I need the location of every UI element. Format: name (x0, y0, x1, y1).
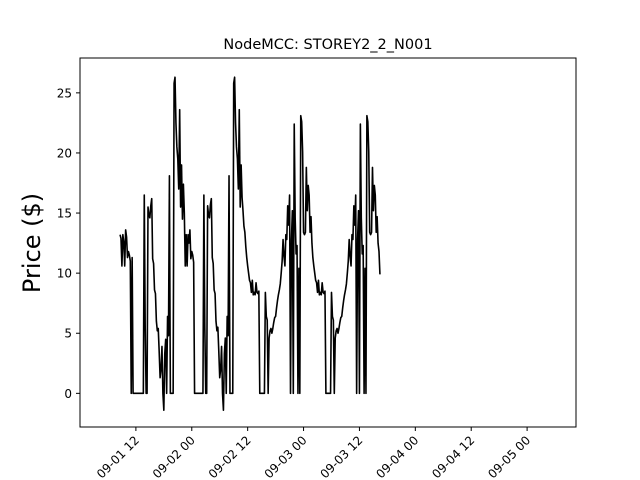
x-tick-label: 09-04 00 (373, 433, 421, 480)
x-tick-label: 09-04 12 (429, 433, 477, 480)
plot-area (119, 76, 381, 411)
y-tick-label: 25 (57, 86, 72, 100)
y-tick-label: 5 (64, 327, 72, 341)
x-tick-label: 09-03 00 (262, 433, 310, 480)
x-tick-label: 09-05 00 (485, 433, 533, 480)
x-tick-label: 09-01 12 (94, 433, 142, 480)
y-axis-ticks: 0 5 10 15 20 25 (57, 86, 80, 401)
y-tick-label: 15 (57, 207, 72, 221)
x-axis-ticks: 09-01 12 09-02 00 09-02 12 09-03 00 09-03 12… (94, 427, 533, 480)
x-tick-label: 09-02 00 (150, 433, 198, 480)
y-axis-label: Price ($) (18, 193, 46, 293)
price-series-line (119, 76, 381, 411)
y-tick-label: 10 (57, 267, 72, 281)
x-tick-label: 09-03 12 (318, 433, 366, 480)
chart-title: NodeMCC: STOREY2_2_N001 (223, 37, 432, 53)
y-tick-label: 20 (57, 146, 72, 160)
y-tick-label: 0 (64, 387, 72, 401)
x-tick-label: 09-02 12 (206, 433, 254, 480)
plot-frame (79, 57, 577, 428)
